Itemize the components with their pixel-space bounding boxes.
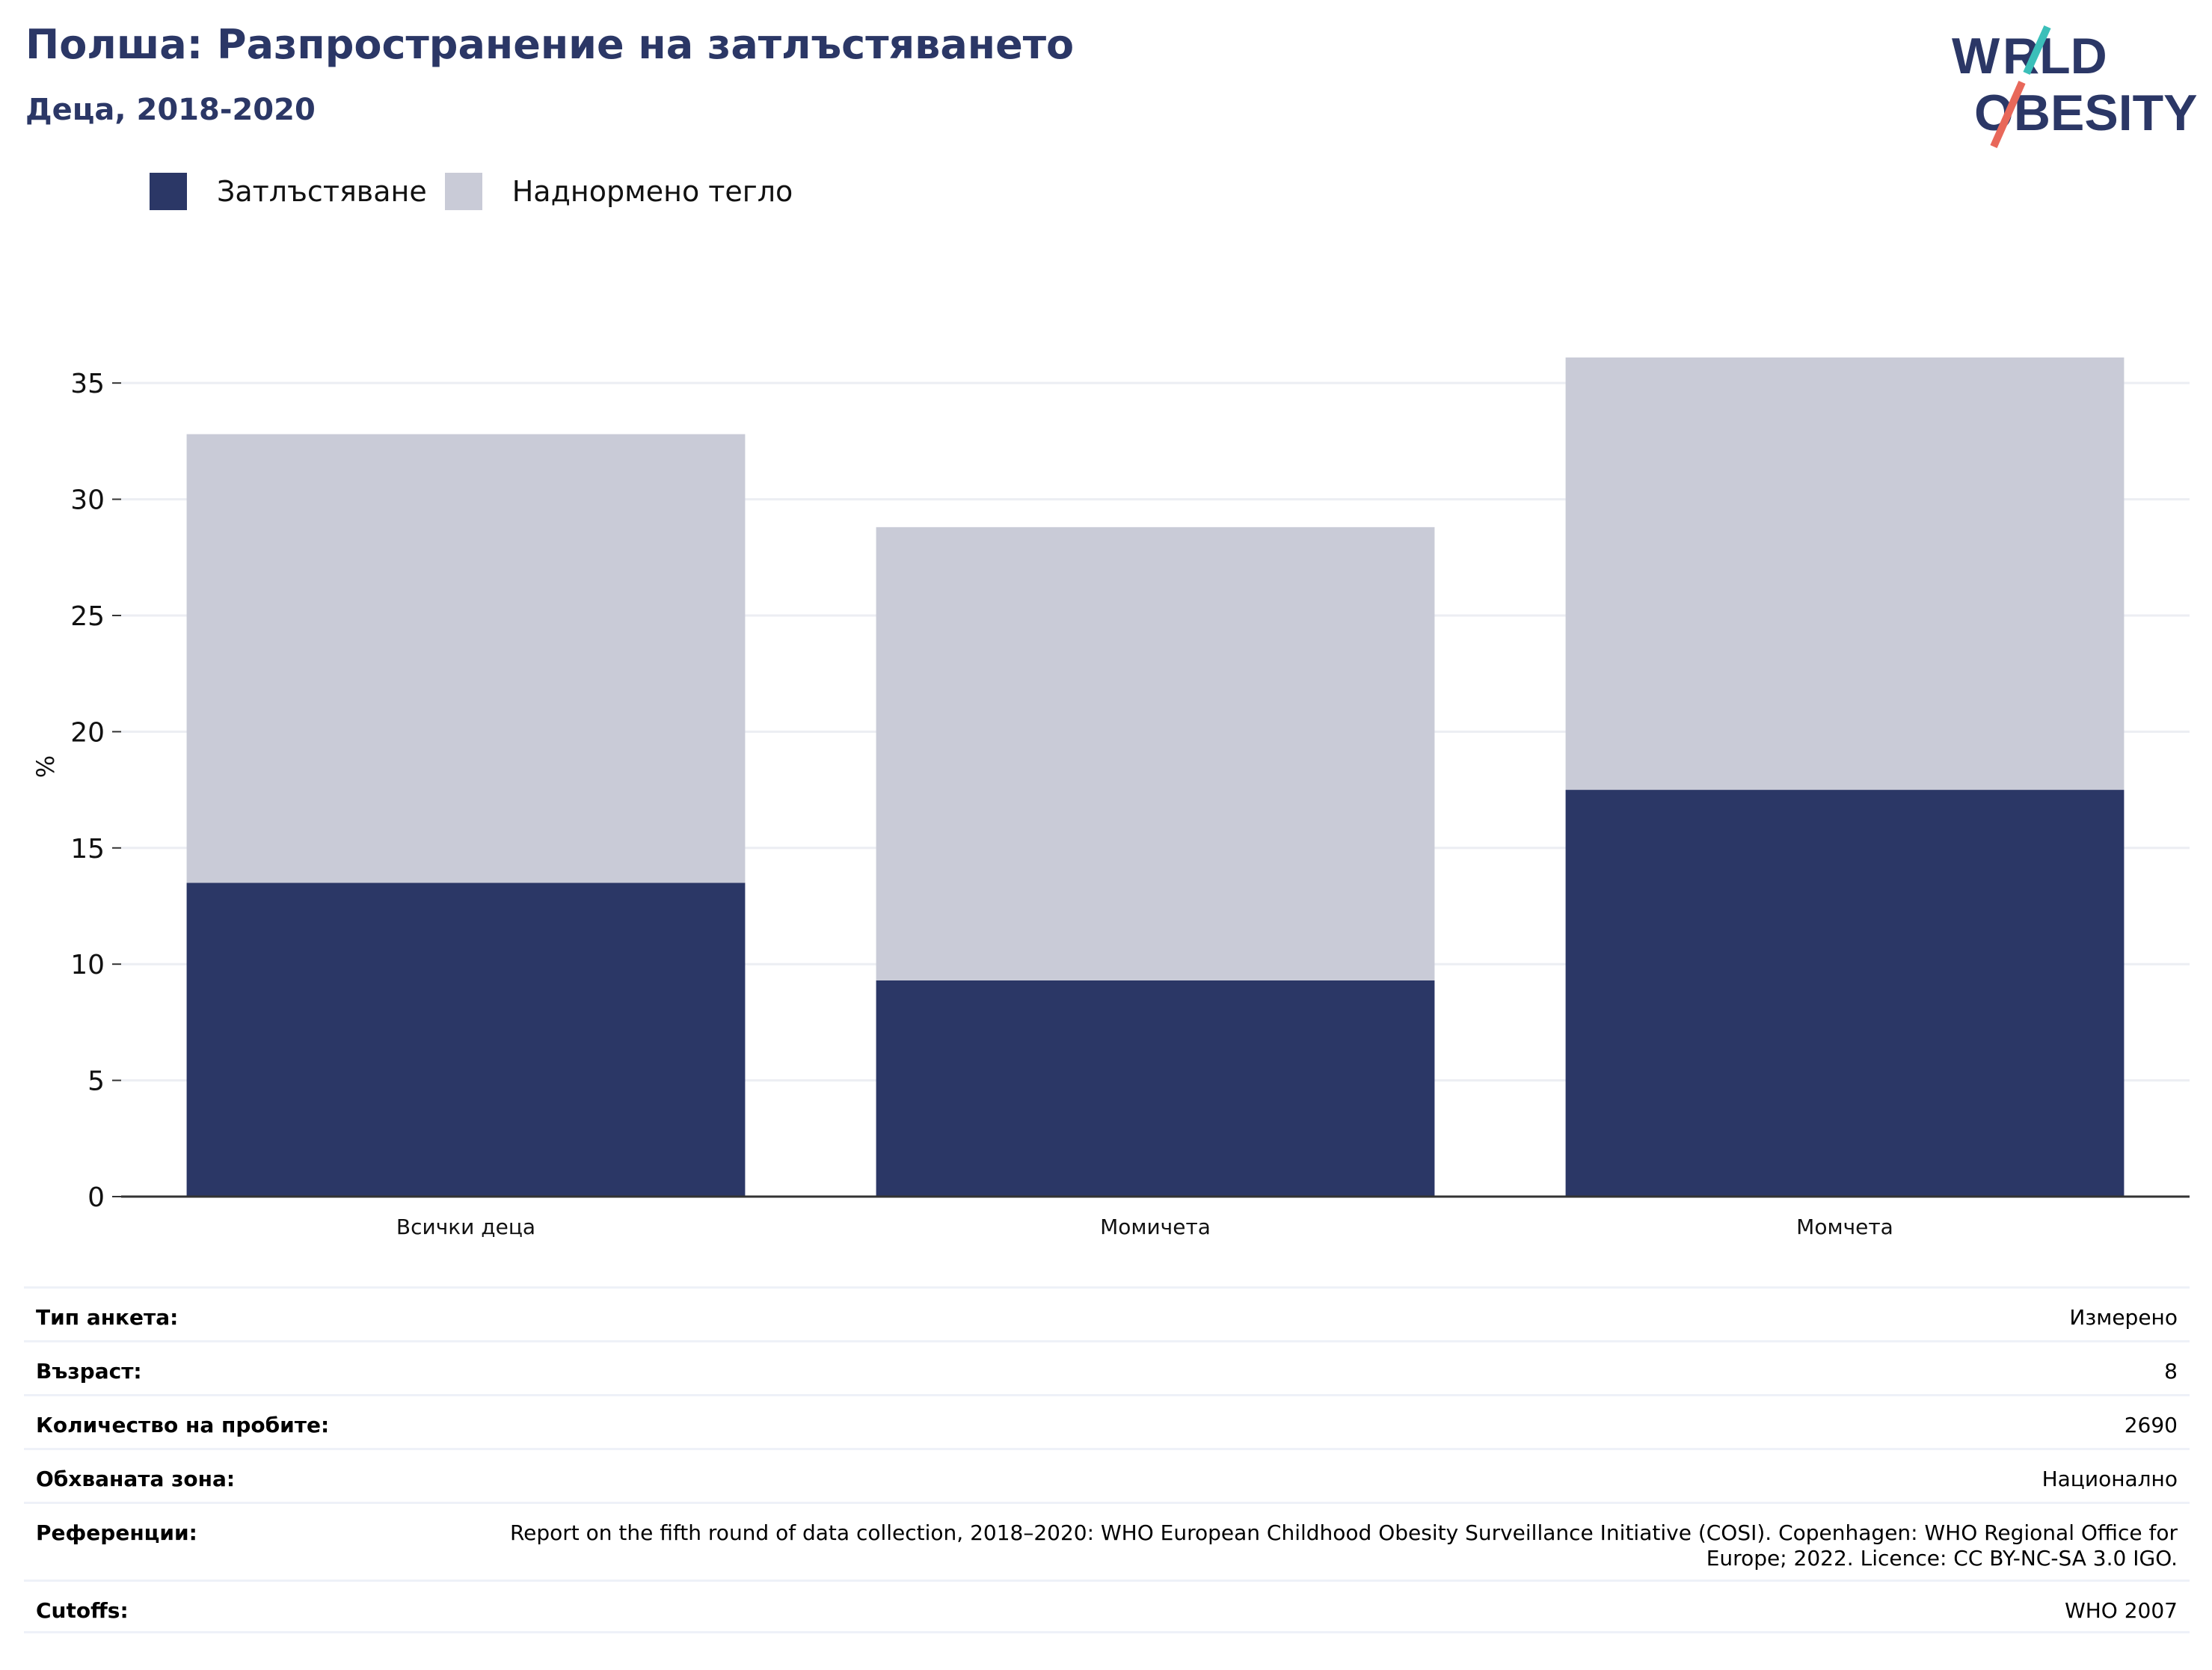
meta-value: Report on the fifth round of data collec… — [509, 1520, 2178, 1571]
bar-obesity — [186, 882, 746, 1197]
survey-details-table: Тип анкета: Измерено Възраст: 8 Количест… — [24, 1286, 2190, 1633]
meta-key: Cutoffs: — [36, 1598, 129, 1623]
meta-key: Референции: — [36, 1520, 197, 1545]
meta-key: Обхваната зона: — [36, 1467, 236, 1491]
y-tick-label: 15 — [70, 834, 105, 865]
meta-row-age: Възраст: 8 — [24, 1340, 2190, 1394]
legend-label-overweight: Наднормено тегло — [511, 175, 793, 208]
meta-row-sample-size: Количество на пробите: 2690 — [24, 1394, 2190, 1448]
svg-text:RLD: RLD — [2003, 28, 2107, 85]
y-tick-label: 5 — [87, 1066, 105, 1097]
bar-obesity — [1565, 790, 2125, 1197]
y-tick-label: 0 — [87, 1182, 105, 1213]
meta-value: 8 — [2164, 1359, 2178, 1384]
y-tick-label: 10 — [70, 950, 105, 980]
meta-value: Измерено — [2069, 1305, 2178, 1330]
legend-item-obesity: Затлъстяване — [150, 173, 427, 210]
bar-overweight — [876, 527, 1435, 980]
y-tick-label: 25 — [70, 601, 105, 632]
meta-key: Възраст: — [36, 1359, 142, 1384]
y-tick-label: 20 — [70, 717, 105, 748]
chart-title: Полша: Разпространение на затлъстяването — [25, 21, 1075, 68]
legend-swatch-overweight — [444, 173, 482, 210]
meta-row-survey-type: Тип анкета: Измерено — [24, 1286, 2190, 1340]
meta-row-cutoffs: Cutoffs: WHO 2007 — [24, 1580, 2190, 1633]
bar-overweight — [1565, 357, 2125, 791]
legend-swatch-obesity — [150, 173, 187, 210]
meta-row-references: Референции: Report on the fifth round of… — [24, 1502, 2190, 1580]
world-obesity-logo: W RLD OBESITY — [1952, 25, 2198, 149]
x-tick-label: Всички деца — [396, 1215, 535, 1239]
meta-key: Тип анкета: — [36, 1305, 179, 1330]
meta-value: 2690 — [2124, 1413, 2178, 1437]
meta-row-coverage: Обхваната зона: Национално — [24, 1448, 2190, 1502]
meta-value: Национално — [2042, 1467, 2178, 1491]
y-tick-label: 30 — [70, 485, 105, 516]
x-tick-label: Момчета — [1796, 1215, 1893, 1239]
stacked-bar-chart: 0 5 10 15 20 25 30 35% Всички деца Момичета Момчет… — [31, 357, 2190, 1239]
bar-obesity — [876, 980, 1435, 1197]
y-tick-label: 35 — [70, 369, 105, 399]
bar-overweight — [186, 434, 746, 883]
legend-item-overweight: Наднормено тегло — [444, 173, 793, 210]
legend-label-obesity: Затлъстяване — [217, 175, 427, 208]
chart-subtitle: Деца, 2018-2020 — [25, 93, 316, 127]
meta-key: Количество на пробите: — [36, 1413, 330, 1437]
meta-value: WHO 2007 — [2065, 1598, 2178, 1623]
y-axis-label: % — [31, 755, 60, 778]
chart-legend: Затлъстяване Наднормено тегло — [150, 172, 811, 211]
x-tick-label: Момичета — [1100, 1215, 1211, 1239]
svg-text:W: W — [1952, 28, 2000, 85]
